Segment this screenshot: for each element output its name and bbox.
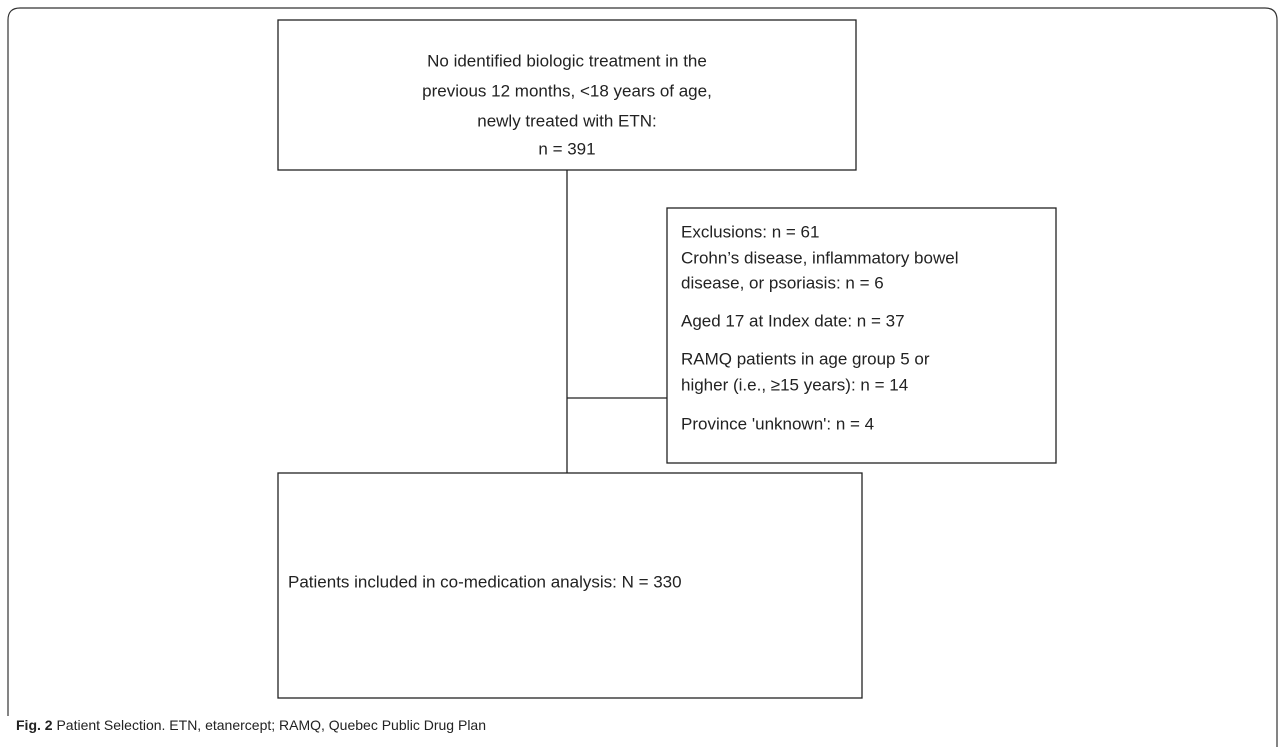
node-text: newly treated with ETN: — [477, 111, 657, 130]
node-text: Patients included in co-medication analy… — [288, 572, 682, 591]
caption-label: Fig. 2 — [16, 717, 53, 733]
figure-frame — [7, 7, 1278, 747]
node-box — [277, 472, 863, 699]
node-text: previous 12 months, <18 years of age, — [422, 81, 712, 100]
node-box — [277, 19, 857, 171]
node-text: disease, or psoriasis: n = 6 — [681, 273, 884, 292]
node-box — [666, 207, 1057, 464]
node-text: n = 391 — [538, 139, 595, 158]
caption-text: Patient Selection. ETN, etanercept; RAMQ… — [56, 717, 486, 733]
node-text: Aged 17 at Index date: n = 37 — [681, 311, 905, 330]
node-text: No identified biologic treatment in the — [427, 51, 707, 70]
node-text: higher (i.e., ≥15 years): n = 14 — [681, 375, 908, 394]
node-text: Province 'unknown': n = 4 — [681, 414, 874, 433]
node-text: Crohn’s disease, inflammatory bowel — [681, 248, 958, 267]
node-text: RAMQ patients in age group 5 or — [681, 349, 930, 368]
caption: Fig. 2 Patient Selection. ETN, etanercep… — [16, 717, 486, 733]
node-text: Exclusions: n = 61 — [681, 222, 819, 241]
